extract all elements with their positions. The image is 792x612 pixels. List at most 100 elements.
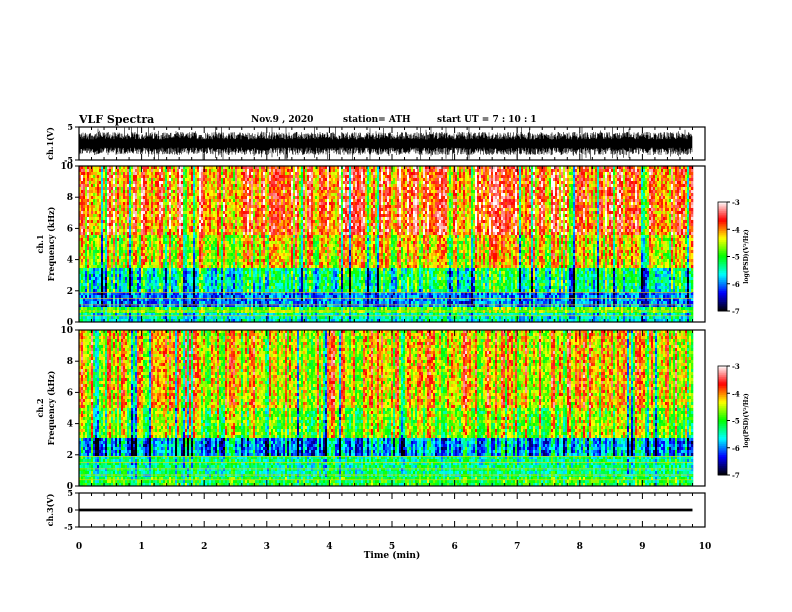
- x-tick-label: 2: [201, 542, 207, 552]
- colorbar-swatch: [718, 433, 727, 436]
- colorbar-swatch: [718, 465, 727, 469]
- colorbar-swatch: [718, 366, 727, 369]
- colorbar-swatch: [718, 442, 727, 445]
- waveform-ch1: 5 -5 ch.1(V): [45, 122, 706, 165]
- colorbar-swatch: [718, 375, 727, 378]
- colorbar-tick-label: -5: [732, 253, 740, 262]
- colorbar-swatch: [718, 460, 727, 463]
- channel-label: ch.2: [35, 398, 45, 417]
- colorbar-swatch: [718, 272, 727, 276]
- colorbar-swatch: [718, 305, 727, 308]
- colorbar-tick-label: -7: [732, 307, 740, 316]
- colorbar-swatch: [718, 411, 727, 414]
- spectrogram-ch2: 0 2 4 6 8 10 ch.2 Frequency (kHz): [35, 326, 706, 492]
- colorbar-swatch: [718, 296, 727, 299]
- colorbar-swatch: [718, 471, 727, 474]
- y-tick-label: 5: [67, 488, 73, 498]
- colorbar-swatch: [718, 280, 727, 283]
- colorbar-swatch: [718, 418, 727, 421]
- colorbar-swatch: [718, 303, 727, 306]
- colorbar-swatch: [718, 231, 727, 234]
- colorbar-swatch: [718, 238, 727, 241]
- spectrogram-cells: [79, 330, 694, 487]
- time-ticks: [78, 493, 706, 527]
- colorbar-swatch: [718, 212, 727, 216]
- colorbar-swatch: [718, 265, 727, 268]
- colorbar-swatch: [718, 214, 727, 217]
- y-axis-label: Frequency (kHz): [46, 206, 56, 281]
- colorbar-label: log(PSD)(V²/Hz): [743, 393, 750, 448]
- y-tick-label: 6: [67, 388, 73, 398]
- colorbar-swatch: [718, 205, 727, 208]
- colorbar-swatch: [718, 382, 727, 385]
- colorbar-swatch: [718, 424, 727, 427]
- colorbar-tick-label: -6: [732, 444, 740, 453]
- spectrogram-ch1: 0 2 4 6 8 10 ch.1 Frequency (kHz): [35, 162, 706, 328]
- colorbar-swatch: [718, 451, 727, 454]
- colorbar-swatch: [718, 227, 727, 230]
- colorbar-swatch: [718, 420, 727, 423]
- colorbar-swatch: [718, 232, 727, 236]
- colorbar-swatch: [718, 427, 727, 430]
- colorbar-swatch: [718, 274, 727, 277]
- colorbar-swatch: [718, 400, 727, 403]
- y-tick-label: 8: [67, 193, 73, 203]
- start-time-label: start UT = 7 : 10 : 1: [437, 115, 537, 125]
- y-axis-label: Frequency (kHz): [46, 370, 56, 445]
- colorbar-swatch: [718, 391, 727, 394]
- colorbar-swatch: [718, 462, 727, 465]
- colorbar-swatch: [718, 395, 727, 398]
- colorbar-tick-label: -6: [732, 280, 740, 289]
- x-tick-label: 1: [138, 542, 144, 552]
- colorbar-swatch: [718, 431, 727, 434]
- x-tick-label: 4: [326, 542, 332, 552]
- colorbar-swatch: [718, 289, 727, 292]
- colorbar-swatch: [718, 473, 727, 476]
- colorbar-swatch: [718, 245, 727, 248]
- y-tick-label: -5: [64, 522, 73, 532]
- time-ticks: [78, 166, 706, 322]
- colorbar-swatch: [718, 387, 727, 391]
- colorbar-swatch: [718, 285, 727, 288]
- colorbar-swatch: [718, 225, 727, 228]
- colorbar-swatch: [718, 218, 727, 221]
- colorbar-swatch: [718, 240, 727, 243]
- colorbar-swatch: [718, 271, 727, 274]
- station-label: station= ATH: [343, 115, 411, 125]
- colorbar-swatch: [718, 258, 727, 261]
- x-tick-label: 10: [699, 542, 712, 552]
- colorbar-swatch: [718, 269, 727, 272]
- colorbar-swatch: [718, 404, 727, 407]
- colorbar-swatch: [718, 309, 727, 312]
- colorbar-swatch: [718, 398, 727, 401]
- y-tick-label: 6: [67, 224, 73, 234]
- colorbar-swatch: [718, 236, 727, 239]
- colorbar-swatch: [718, 469, 727, 472]
- time-ticks: [78, 330, 706, 486]
- y-tick-label: 5: [67, 122, 73, 132]
- colorbar-swatch: [718, 407, 727, 410]
- y-tick-label: 2: [67, 451, 73, 461]
- colorbar-swatch: [718, 389, 727, 392]
- transmitter-lines: [79, 455, 693, 481]
- date-label: Nov.9 , 2020: [251, 115, 313, 125]
- colorbar-swatch: [718, 384, 727, 387]
- colorbar-tick-label: -4: [732, 389, 740, 398]
- colorbar-swatch: [718, 234, 727, 237]
- colorbar-swatch: [718, 436, 727, 440]
- colorbar-swatch: [718, 251, 727, 254]
- waveform-ch3: 5 0 -5 ch.3(V): [45, 488, 706, 532]
- x-tick-label: 7: [514, 542, 520, 552]
- y-tick-label: 0: [67, 505, 73, 515]
- colorbar-swatch: [718, 287, 727, 290]
- y-tick-label: 0: [67, 482, 73, 492]
- colorbar-swatch: [718, 440, 727, 443]
- colorbar-swatch: [718, 220, 727, 223]
- waveform-trace: [79, 508, 693, 512]
- y-tick-label: 10: [60, 326, 73, 336]
- x-tick-label: 0: [76, 542, 82, 552]
- colorbar-swatch: [718, 278, 727, 281]
- colorbar-swatch: [718, 241, 727, 245]
- colorbar-swatch: [718, 209, 727, 212]
